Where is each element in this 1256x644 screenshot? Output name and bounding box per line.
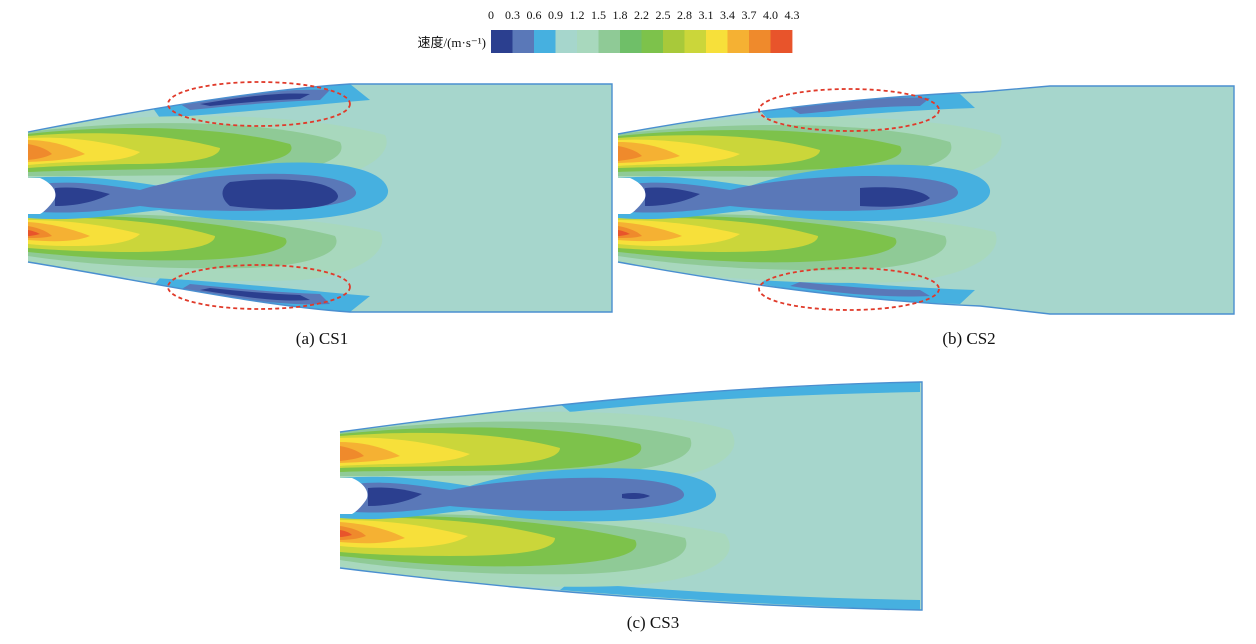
cs3-contour-field	[340, 382, 922, 610]
legend-swatches	[491, 30, 793, 53]
legend-swatch	[749, 30, 771, 53]
legend-tick-label: 0.6	[527, 8, 542, 22]
legend-swatch	[555, 30, 578, 53]
legend-tick-label: 0	[488, 8, 494, 22]
legend-tick-label: 4.0	[763, 8, 778, 22]
legend-tick-label: 3.7	[742, 8, 757, 22]
legend-tick-label: 0.3	[505, 8, 520, 22]
panel-cs3: (c) CS3	[339, 381, 923, 632]
legend-title: 速度/(m·s⁻¹)	[417, 35, 486, 50]
legend-swatch	[534, 30, 556, 53]
color-legend: 速度/(m·s⁻¹) 0 0.3 0.6 0.9 1.2 1.5 1.8 2.2 2.5 2.8 3…	[417, 8, 800, 53]
legend-swatch	[512, 30, 535, 53]
cs1-contour-field	[28, 84, 612, 312]
legend-swatch	[770, 30, 793, 53]
legend-tick-labels: 0 0.3 0.6 0.9 1.2 1.5 1.8 2.2 2.5 2.8 3.1 3.4 3.7 4.0…	[488, 8, 800, 22]
legend-swatch	[577, 30, 599, 53]
legend-swatch	[663, 30, 685, 53]
legend-tick-label: 2.2	[634, 8, 649, 22]
legend-swatch	[491, 30, 513, 53]
legend-tick-label: 3.4	[720, 8, 735, 22]
legend-tick-label: 2.5	[656, 8, 671, 22]
legend-tick-label: 1.5	[591, 8, 606, 22]
panel-cs2: (b) CS2	[617, 85, 1235, 348]
legend-swatch	[684, 30, 707, 53]
legend-swatch	[706, 30, 728, 53]
panel-cs1: (a) CS1	[27, 81, 613, 348]
legend-tick-label: 2.8	[677, 8, 692, 22]
cs1-highlight-top	[167, 81, 351, 127]
cs1-highlight-bottom	[167, 264, 351, 310]
panel-caption-cs1: (a) CS1	[296, 329, 348, 348]
legend-swatch	[598, 30, 621, 53]
legend-tick-label: 1.2	[570, 8, 585, 22]
legend-swatch	[620, 30, 642, 53]
cs2-highlight-top	[758, 88, 940, 132]
legend-swatch	[727, 30, 750, 53]
legend-tick-label: 0.9	[548, 8, 563, 22]
cs2-contour-field	[618, 86, 1234, 314]
legend-tick-label: 3.1	[699, 8, 714, 22]
panel-caption-cs2: (b) CS2	[942, 329, 995, 348]
legend-swatch	[641, 30, 664, 53]
panel-caption-cs3: (c) CS3	[627, 613, 679, 632]
legend-tick-label: 4.3	[785, 8, 800, 22]
cs2-highlight-bottom	[758, 267, 940, 311]
legend-tick-label: 1.8	[613, 8, 628, 22]
